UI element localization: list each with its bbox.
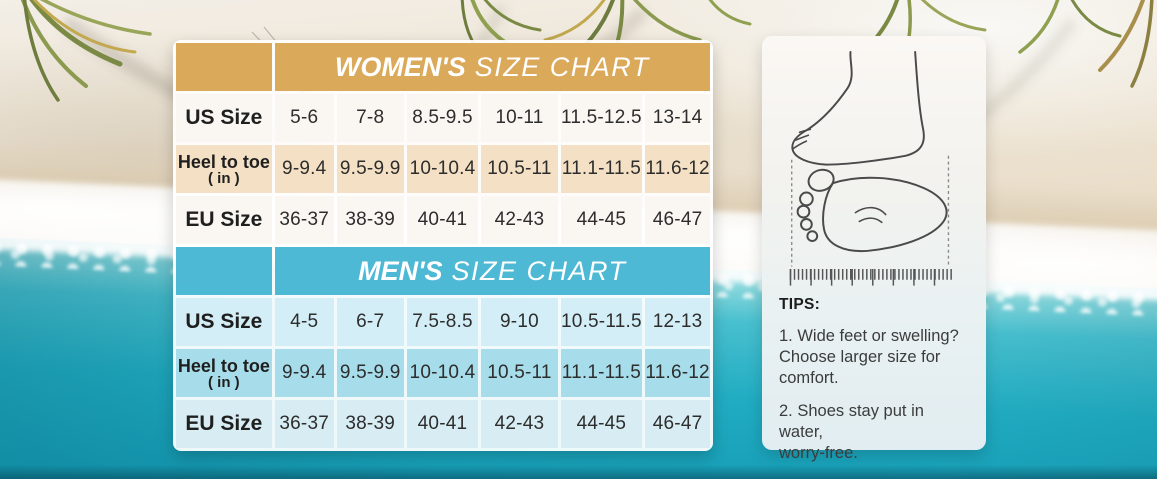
size-value-cell: 11.6-12 — [645, 349, 710, 397]
size-value-cell: 10.5-11 — [481, 349, 558, 397]
size-value-cell: 40-41 — [406, 196, 479, 244]
mens-title: MEN'S SIZE CHART — [274, 247, 710, 295]
size-value-cell: 38-39 — [336, 400, 404, 448]
size-value-cell: 36-37 — [274, 196, 334, 244]
size-value-cell: 9.5-9.9 — [336, 145, 404, 193]
size-value-cell: 11.5-12.5 — [560, 94, 643, 142]
size-value-cell: 46-47 — [645, 400, 710, 448]
size-value-cell: 12-13 — [645, 298, 710, 346]
tips-item-2: 2. Shoes stay put in water, worry-free. — [779, 401, 924, 462]
womens-header-corner — [176, 43, 272, 91]
size-value-cell: 10.5-11 — [481, 145, 558, 193]
row-header-eu-size: EU Size — [176, 400, 272, 448]
womens-title-bold: WOMEN'S — [334, 51, 466, 82]
size-value-cell: 11.1-11.5 — [560, 145, 643, 193]
size-value-cell: 9-9.4 — [274, 349, 334, 397]
row-header-heel-to-toe: Heel to toe ( in ) — [176, 349, 272, 397]
size-value-cell: 46-47 — [645, 196, 710, 244]
row-header-us-size: US Size — [176, 94, 272, 142]
size-value-cell: 9-9.4 — [274, 145, 334, 193]
mens-header-row: MEN'S SIZE CHART — [176, 247, 710, 295]
size-value-cell: 10.5-11.5 — [560, 298, 643, 346]
size-value-cell: 11.1-11.5 — [560, 349, 643, 397]
mens-title-bold: MEN'S — [358, 255, 443, 286]
ruler-ticks-icon — [789, 268, 954, 286]
size-value-cell: 36-37 — [274, 400, 334, 448]
row-header-us-size: US Size — [176, 298, 272, 346]
womens-title: WOMEN'S SIZE CHART — [274, 43, 710, 91]
ocean-dark-edge — [0, 465, 1157, 479]
tips-item-1: 1. Wide feet or swelling? Choose larger … — [779, 327, 959, 387]
size-value-cell: 9.5-9.9 — [336, 349, 404, 397]
size-value-cell: 6-7 — [336, 298, 404, 346]
size-value-cell: 10-10.4 — [406, 349, 479, 397]
tips-title: TIPS: — [779, 296, 821, 313]
size-value-cell: 42-43 — [481, 196, 558, 244]
size-value-cell: 9-10 — [481, 298, 558, 346]
size-chart-table: WOMEN'S SIZE CHART US Size 5-6 7-8 8.5-9.… — [173, 40, 713, 451]
mens-eu-size-row: EU Size 36-37 38-39 40-41 42-43 44-45 46… — [176, 400, 710, 448]
mens-header-corner — [176, 247, 272, 295]
size-value-cell: 10-11 — [481, 94, 558, 142]
size-chart-card: WOMEN'S SIZE CHART US Size 5-6 7-8 8.5-9.… — [173, 40, 713, 451]
womens-us-size-row: US Size 5-6 7-8 8.5-9.5 10-11 11.5-12.5 … — [176, 94, 710, 142]
size-value-cell: 11.6-12 — [645, 145, 710, 193]
womens-heel-to-toe-row: Heel to toe ( in ) 9-9.4 9.5-9.9 10-10.4… — [176, 145, 710, 193]
size-value-cell: 10-10.4 — [406, 145, 479, 193]
womens-title-light: SIZE CHART — [474, 51, 650, 82]
size-value-cell: 4-5 — [274, 298, 334, 346]
mens-us-size-row: US Size 4-5 6-7 7.5-8.5 9-10 10.5-11.5 1… — [176, 298, 710, 346]
womens-eu-size-row: EU Size 36-37 38-39 40-41 42-43 44-45 46… — [176, 196, 710, 244]
size-value-cell: 7.5-8.5 — [406, 298, 479, 346]
size-value-cell: 44-45 — [560, 196, 643, 244]
row-header-heel-to-toe: Heel to toe ( in ) — [176, 145, 272, 193]
size-value-cell: 44-45 — [560, 400, 643, 448]
size-value-cell: 7-8 — [336, 94, 404, 142]
womens-header-row: WOMEN'S SIZE CHART — [176, 43, 710, 91]
tips-panel: TIPS: 1. Wide feet or swelling? Choose l… — [762, 36, 986, 462]
row-header-eu-size: EU Size — [176, 196, 272, 244]
tips-block: TIPS: 1. Wide feet or swelling? Choose l… — [762, 290, 986, 464]
mens-heel-to-toe-row: Heel to toe ( in ) 9-9.4 9.5-9.9 10-10.4… — [176, 349, 710, 397]
size-value-cell: 5-6 — [274, 94, 334, 142]
foot-measurement-diagram-icon — [789, 50, 954, 286]
size-value-cell: 38-39 — [336, 196, 404, 244]
size-value-cell: 40-41 — [406, 400, 479, 448]
size-value-cell: 8.5-9.5 — [406, 94, 479, 142]
size-value-cell: 42-43 — [481, 400, 558, 448]
mens-title-light: SIZE CHART — [451, 255, 627, 286]
size-value-cell: 13-14 — [645, 94, 710, 142]
